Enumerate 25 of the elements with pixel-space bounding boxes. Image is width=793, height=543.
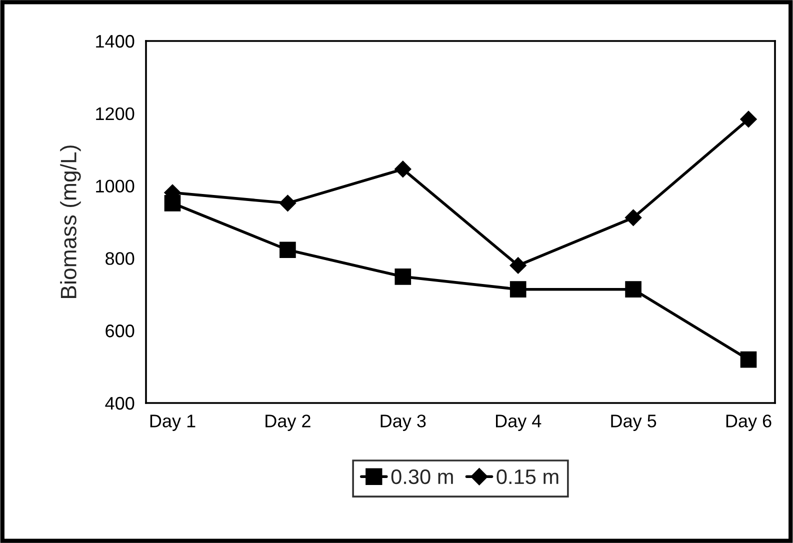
y-tick-label: 1400 [96,34,134,48]
point [510,281,526,298]
legend-label: 0.30 m [391,469,453,484]
point [625,281,642,298]
x-tick-label: Day 5 [611,414,656,431]
point [624,209,642,226]
x-tick-label: Day 2 [266,414,310,431]
point [740,110,757,128]
x-tick-label: Day 6 [726,414,772,431]
point [279,194,296,212]
point [740,351,757,368]
y-tick-label: 400 [105,396,134,410]
x-tick-label: Day 4 [496,414,542,431]
point [280,242,296,258]
y-axis-title: Biomass (mg/L) [60,146,81,298]
point [510,257,526,274]
legend-label: 0.15 m [496,469,558,484]
point [394,268,412,285]
point [394,160,412,178]
y-tick-label: 1200 [96,107,134,120]
y-tick-label: 1000 [96,180,134,193]
y-tick-label: 600 [106,324,134,338]
x-tick-label: Day 1 [150,414,196,431]
x-tick-label: Day 3 [380,414,426,431]
y-tick-label: 800 [106,252,134,265]
